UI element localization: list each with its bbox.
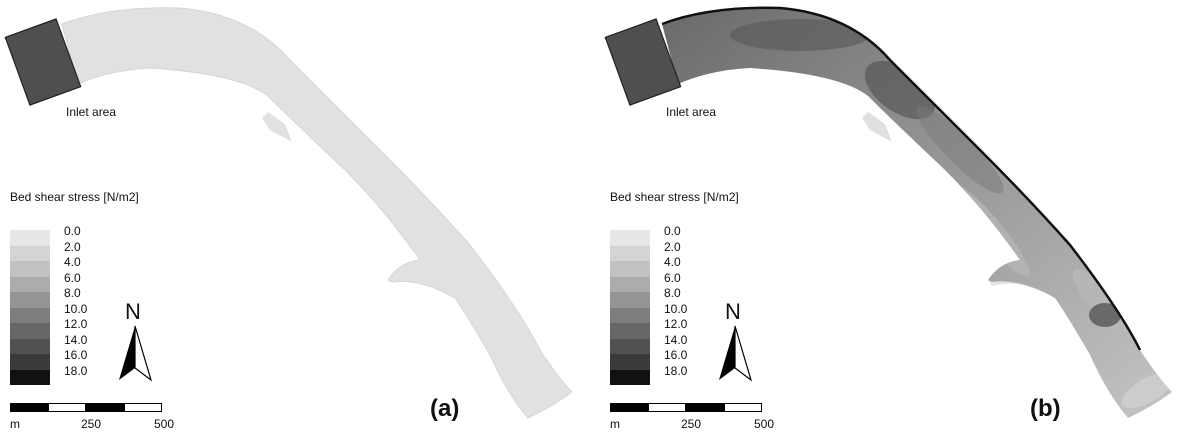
scale-mid-label: 250: [681, 417, 702, 431]
inlet-area-label: Inlet area: [666, 105, 717, 119]
inlet-box: [604, 18, 682, 106]
legend-label-6: 12.0: [64, 317, 88, 331]
legend-swatch-3: [10, 276, 50, 292]
legend-swatch-1: [10, 245, 50, 261]
scale-seg-4: [724, 403, 762, 412]
panel-b: Inlet area Bed shear stress [N/m2] 0.0 2…: [600, 0, 1178, 432]
legend-swatch-1: [610, 245, 650, 261]
legend-label-7: 14.0: [64, 332, 88, 347]
legend-label-4: 8.0: [664, 286, 681, 300]
legend-label-4: 8.0: [64, 286, 81, 300]
channel-map-b: [604, 6, 1172, 419]
legend-label-0: 0.0: [664, 224, 681, 238]
legend-label-8: 16.0: [664, 348, 688, 362]
legend-swatch-9: [10, 369, 50, 385]
legend-swatch-3: [610, 276, 650, 292]
north-arrow-icon: [119, 325, 152, 382]
legend-label-9: 18.0: [64, 363, 88, 378]
scale-mid-label: 250: [81, 417, 102, 431]
inlet-box: [4, 18, 82, 106]
scale-bar: [10, 403, 162, 412]
legend-swatch-6: [610, 323, 650, 339]
legend-label-2: 4.0: [64, 255, 81, 269]
channel-map-a: [4, 7, 573, 419]
legend-label-1: 2.0: [64, 239, 81, 254]
legend-swatch-5: [610, 307, 650, 323]
legend-swatch-7: [610, 338, 650, 354]
scale-seg-3: [686, 403, 724, 412]
scale-end-label: 500: [154, 417, 175, 431]
legend-swatch-8: [10, 354, 50, 370]
legend-swatch-0: [610, 230, 650, 246]
scale-bar: [610, 403, 762, 412]
panel-label: (b): [1030, 395, 1061, 422]
legend-title: Bed shear stress [N/m2]: [610, 190, 739, 204]
legend-label-2: 4.0: [664, 255, 681, 269]
legend-swatch-9: [610, 369, 650, 385]
panel-label: (a): [430, 395, 460, 422]
legend-title: Bed shear stress [N/m2]: [10, 190, 139, 204]
outer-bank-edge: [661, 6, 1142, 351]
inlet-area-label: Inlet area: [66, 105, 117, 119]
north-arrow-icon: [719, 325, 752, 382]
legend-swatch-7: [10, 338, 50, 354]
legend-swatch-2: [610, 261, 650, 277]
legend-swatch-6: [10, 323, 50, 339]
legend-label-5: 10.0: [64, 301, 88, 316]
side-spur: [862, 112, 892, 142]
legend-label-9: 18.0: [664, 363, 688, 378]
legend-label-3: 6.0: [64, 270, 81, 285]
scale-seg-2: [48, 403, 86, 412]
scale-unit-label: m: [610, 417, 620, 431]
scale-seg-3: [86, 403, 124, 412]
scale-seg-1: [610, 403, 648, 412]
north-label: N: [125, 299, 141, 324]
legend-swatch-2: [10, 261, 50, 277]
scale-unit-label: m: [10, 417, 20, 431]
legend-swatch-8: [610, 354, 650, 370]
legend-swatch-4: [10, 292, 50, 308]
scale-seg-4: [124, 403, 162, 412]
side-spur: [262, 112, 292, 142]
legend-label-8: 16.0: [64, 348, 88, 362]
legend-swatch-5: [10, 307, 50, 323]
river-channel: [61, 7, 573, 419]
legend-swatch-4: [610, 292, 650, 308]
panel-a: Inlet area Bed shear stress [N/m2] 0.0 2…: [4, 7, 573, 431]
scale-seg-2: [648, 403, 686, 412]
legend-label-6: 12.0: [664, 317, 688, 331]
legend-label-1: 2.0: [664, 239, 681, 254]
north-label: N: [725, 299, 741, 324]
legend-label-5: 10.0: [664, 301, 688, 316]
legend-label-0: 0.0: [64, 224, 81, 238]
legend-label-7: 14.0: [664, 332, 688, 347]
scale-end-label: 500: [754, 417, 775, 431]
legend-label-3: 6.0: [664, 270, 681, 285]
legend-swatch-0: [10, 230, 50, 246]
scale-seg-1: [10, 403, 48, 412]
